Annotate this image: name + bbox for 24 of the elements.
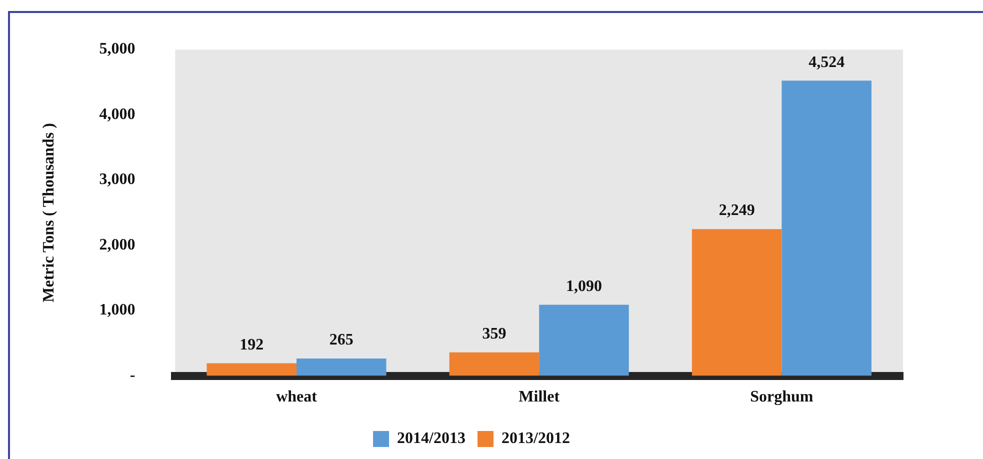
legend-label: 2014/2013 <box>397 430 466 448</box>
bar <box>782 80 872 376</box>
y-tick-label: - <box>130 366 136 384</box>
y-tick-label: 2,000 <box>99 236 136 254</box>
data-label: 265 <box>329 332 354 349</box>
bar <box>449 352 540 376</box>
bar <box>692 229 782 376</box>
y-tick-label: 5,000 <box>99 40 136 58</box>
x-tick-label: Sorghum <box>750 388 814 406</box>
bar <box>296 358 386 376</box>
data-label: 4,524 <box>808 54 845 71</box>
legend-label: 2013/2012 <box>502 430 570 448</box>
y-axis-title: Metric Tons ( Thousands ) <box>40 123 58 302</box>
y-tick-label: 3,000 <box>99 171 136 188</box>
data-label: 1,090 <box>566 278 602 295</box>
y-tick-label: 4,000 <box>99 106 136 123</box>
bar <box>206 363 296 376</box>
x-tick-label: wheat <box>276 388 318 406</box>
x-tick-label: Millet <box>518 388 560 406</box>
y-tick-label: 1,000 <box>99 302 136 319</box>
data-label: 359 <box>482 326 506 343</box>
bar <box>539 304 629 376</box>
data-label: 192 <box>240 336 264 354</box>
data-label: 2,249 <box>718 202 755 220</box>
